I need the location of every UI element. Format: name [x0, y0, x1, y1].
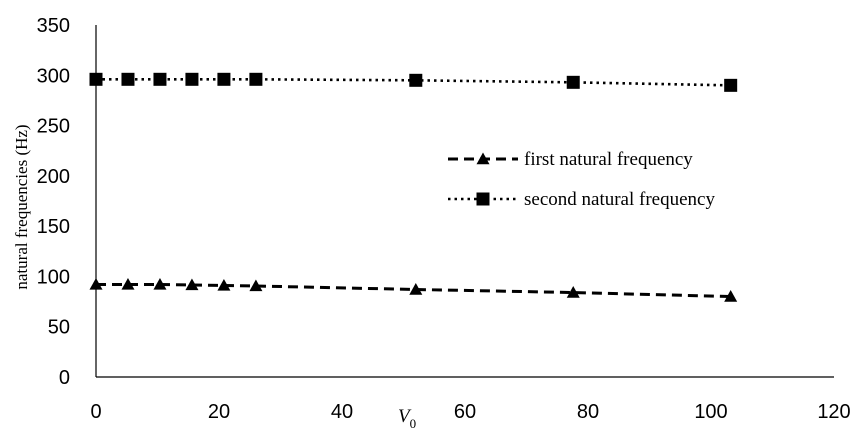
- triangle-point: [153, 277, 167, 290]
- y-tick-label: 200: [37, 166, 70, 188]
- y-tick-label: 350: [37, 15, 70, 37]
- x-tick-label: 0: [90, 401, 101, 423]
- series-line: [96, 78, 731, 87]
- x-tick-label: 60: [454, 401, 476, 423]
- y-tick-label: 100: [37, 266, 70, 288]
- x-tick-label: 20: [208, 401, 230, 423]
- y-tick-label: 300: [37, 65, 70, 87]
- y-tick-label: 0: [59, 367, 70, 389]
- y-tick-label: 250: [37, 116, 70, 138]
- x-tick-label: 40: [331, 401, 353, 423]
- x-axis-title-subscript: 0: [410, 416, 417, 430]
- x-axis-title: V0: [398, 406, 416, 430]
- triangle-point: [185, 278, 199, 291]
- square-point: [249, 72, 263, 86]
- square-point: [121, 72, 135, 86]
- square-point: [217, 72, 231, 86]
- legend-marker: [476, 192, 490, 206]
- legend-label: second natural frequency: [524, 189, 715, 210]
- triangle-point: [121, 277, 135, 290]
- legend: first natural frequency second natural fr…: [448, 149, 715, 210]
- triangle-point: [566, 286, 580, 298]
- legend-item: first natural frequency: [448, 149, 693, 170]
- y-tick-label: 150: [37, 216, 70, 238]
- square-point: [185, 72, 199, 86]
- x-tick-label: 100: [694, 401, 727, 423]
- square-point: [566, 75, 580, 89]
- series-line: [96, 282, 731, 299]
- y-axis-title: natural frequencies (Hz): [12, 124, 31, 289]
- x-axis-title-main: V: [398, 406, 412, 427]
- legend-item: second natural frequency: [448, 189, 715, 210]
- series-2: [89, 72, 738, 92]
- y-tick-labels: 0 50 100 150 200 250 300 350: [37, 15, 70, 389]
- x-tick-labels: 0 20 40 60 80 100 120: [90, 401, 850, 423]
- square-point: [153, 72, 167, 86]
- legend-marker: [476, 152, 490, 165]
- triangle-point: [249, 279, 263, 292]
- square-point: [89, 72, 103, 86]
- triangle-point: [217, 278, 231, 291]
- series-1: [89, 277, 738, 302]
- triangle-point: [724, 290, 738, 302]
- y-tick-label: 50: [48, 317, 70, 339]
- x-tick-label: 120: [817, 401, 850, 423]
- axes: [95, 25, 834, 378]
- triangle-point: [89, 277, 103, 290]
- series-layer: [89, 72, 738, 302]
- triangle-point: [409, 283, 423, 295]
- x-tick-label: 80: [577, 401, 599, 423]
- square-point: [724, 78, 738, 92]
- square-point: [409, 73, 423, 87]
- legend-label: first natural frequency: [524, 149, 693, 170]
